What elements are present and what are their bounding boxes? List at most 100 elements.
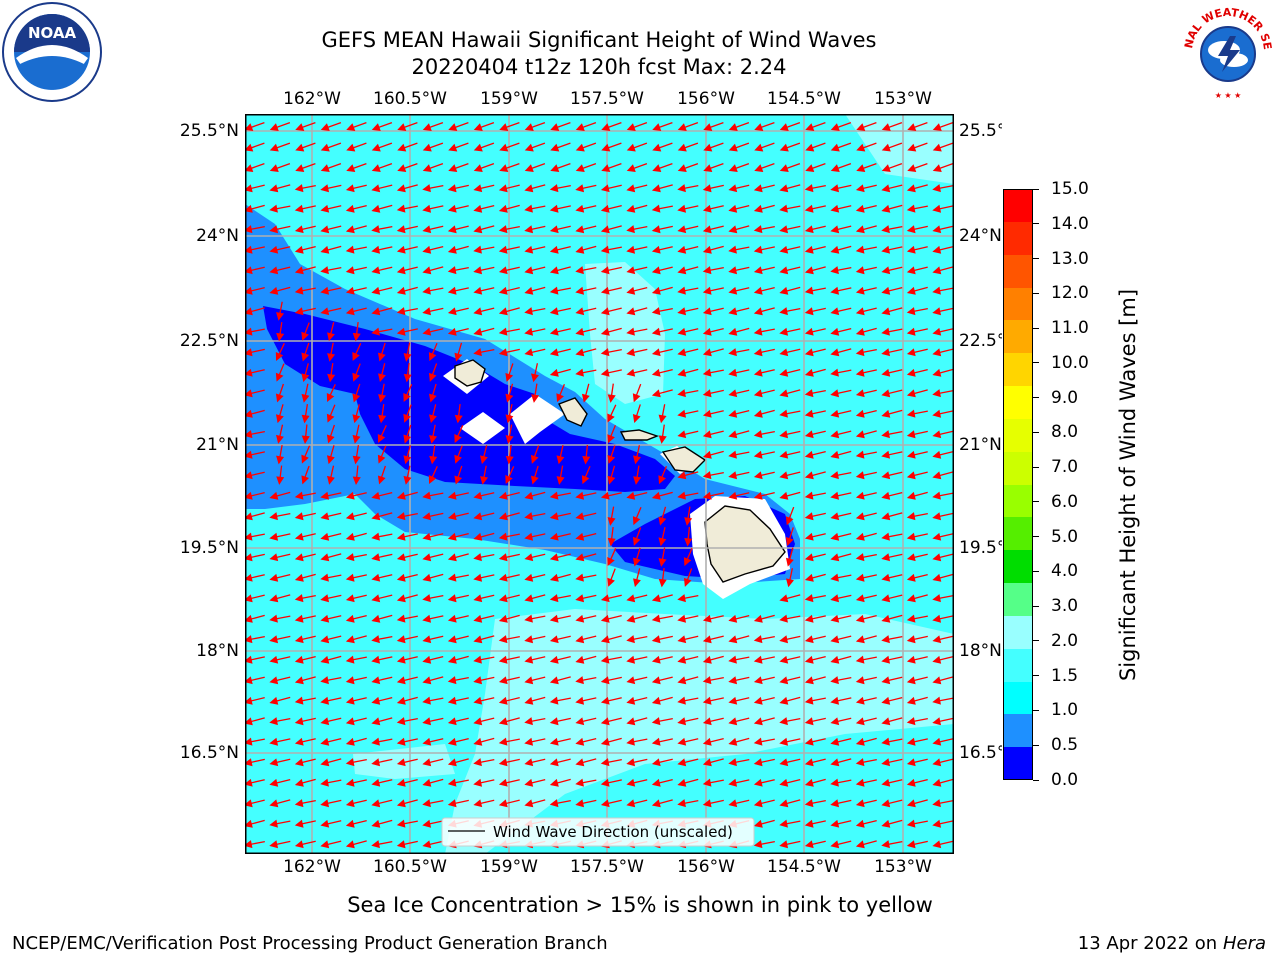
wave-direction-arrowhead — [830, 655, 840, 664]
wave-direction-arrowhead — [549, 553, 559, 562]
wave-direction-arrowhead — [728, 799, 738, 808]
wave-direction-arrowhead — [498, 225, 508, 234]
wave-direction-arrowhead — [677, 368, 687, 377]
wave-direction-arrowhead — [498, 635, 508, 644]
wave-direction-arrowhead — [881, 512, 891, 521]
wave-direction-arrowhead — [422, 245, 432, 254]
wave-direction-arrowhead — [276, 455, 285, 465]
lat-tick-label: 25.5°N — [179, 121, 239, 141]
colorbar-segment — [1003, 254, 1033, 288]
wave-direction-arrowhead — [600, 655, 610, 664]
lat-tick-label: 22.5°N — [179, 331, 239, 351]
wave-direction-arrowhead — [881, 799, 891, 808]
wave-direction-arrowhead — [498, 594, 508, 603]
wave-direction-arrowhead — [855, 614, 865, 623]
wave-direction-arrowhead — [702, 717, 712, 726]
wave-direction-arrowhead — [779, 819, 788, 828]
wave-direction-arrowhead — [932, 655, 942, 664]
wave-direction-arrowhead — [651, 758, 661, 767]
wave-direction-arrowhead — [301, 373, 310, 383]
wave-direction-arrowhead — [804, 327, 814, 336]
wave-direction-arrowhead — [932, 614, 942, 623]
wave-direction-arrowhead — [345, 655, 355, 664]
wave-direction-arrowhead — [396, 184, 406, 193]
wave-direction-arrowhead — [396, 819, 406, 828]
wave-direction-arrowhead — [779, 409, 788, 418]
wave-direction-arrowhead — [626, 368, 636, 377]
wave-direction-arrowhead — [245, 143, 254, 152]
lat-tick-label: 16.5°N — [179, 743, 239, 763]
wave-direction-arrowhead — [403, 353, 412, 362]
wave-direction-arrowhead — [830, 737, 840, 746]
wave-direction-arrowhead — [651, 307, 661, 316]
wave-direction-arrowhead — [245, 696, 253, 705]
wave-direction-arrowhead — [779, 430, 789, 439]
wave-direction-arrowhead — [447, 758, 457, 767]
wave-direction-arrowhead — [779, 840, 789, 849]
wave-direction-arrowhead — [371, 553, 381, 562]
wave-direction-arrowhead — [804, 696, 814, 705]
wave-direction-arrowhead — [320, 799, 330, 808]
wave-direction-arrowhead — [626, 286, 636, 295]
wave-direction-arrowhead — [575, 635, 585, 644]
wave-direction-arrowhead — [728, 327, 738, 336]
wave-direction-arrowhead — [403, 455, 412, 465]
wave-direction-arrowhead — [677, 204, 687, 213]
wave-direction-arrowhead — [403, 392, 411, 403]
wave-direction-arrowhead — [422, 286, 431, 295]
wave-direction-arrowhead — [345, 184, 355, 193]
wave-direction-arrowhead — [397, 164, 407, 172]
wave-direction-arrowhead — [549, 614, 559, 623]
wave-direction-arrowhead — [600, 348, 610, 357]
wave-direction-arrowhead — [830, 389, 840, 398]
wave-direction-arrowhead — [530, 454, 539, 464]
wave-direction-arrowhead — [651, 266, 661, 275]
wave-direction-arrowhead — [447, 553, 457, 562]
wave-direction-arrowhead — [779, 225, 789, 234]
wave-direction-arrowhead — [855, 594, 865, 603]
wave-direction-arrowhead — [294, 512, 304, 521]
colorbar-tick-label: 1.5 — [1051, 665, 1079, 686]
colorbar-segment — [1003, 648, 1033, 682]
wave-direction-arrowhead — [607, 537, 616, 547]
wave-direction-arrowhead — [932, 799, 941, 808]
wave-direction-arrowhead — [269, 184, 279, 193]
wave-direction-arrowhead — [881, 307, 891, 316]
wave-direction-arrowhead — [396, 532, 406, 541]
wave-direction-arrowhead — [932, 840, 942, 849]
wave-direction-arrowhead — [396, 307, 406, 316]
wave-direction-arrowhead — [932, 409, 942, 418]
wave-direction-arrowhead — [524, 758, 534, 767]
wave-direction-arrowhead — [575, 758, 585, 767]
lon-tick-label: 157.5°W — [570, 857, 644, 877]
wave-direction-arrowhead — [498, 737, 508, 746]
wave-direction-arrowhead — [779, 143, 789, 152]
wave-direction-arrowhead — [830, 799, 840, 808]
wave-direction-arrowhead — [830, 204, 840, 213]
wave-direction-arrowhead — [428, 352, 437, 362]
wave-direction-arrowhead — [651, 717, 661, 726]
wave-direction-arrowhead — [345, 512, 355, 521]
wave-direction-arrowhead — [830, 512, 840, 521]
wave-direction-arrowhead — [607, 394, 616, 403]
wave-direction-arrowhead — [575, 594, 585, 603]
wave-direction-arrowhead — [371, 123, 381, 131]
wave-direction-arrowhead — [549, 491, 559, 500]
wave-direction-arrowhead — [804, 307, 814, 316]
wave-direction-arrowhead — [575, 696, 585, 705]
wave-direction-arrowhead — [753, 245, 763, 254]
wave-direction-arrowhead — [473, 123, 483, 131]
wave-direction-arrowhead — [346, 143, 356, 152]
wave-direction-arrowhead — [448, 164, 458, 172]
wave-direction-arrowhead — [301, 454, 309, 464]
wave-direction-arrowhead — [422, 717, 432, 726]
wave-direction-arrowhead — [855, 553, 865, 562]
wave-direction-arrowhead — [804, 799, 814, 808]
wave-direction-arrowhead — [524, 676, 534, 685]
wave-direction-arrowhead — [549, 327, 559, 336]
wave-direction-arrowhead — [626, 204, 636, 213]
wave-direction-arrowhead — [396, 635, 406, 644]
wave-direction-arrowhead — [294, 758, 304, 767]
wave-direction-arrowhead — [473, 225, 483, 234]
wave-direction-arrowhead — [371, 758, 381, 767]
